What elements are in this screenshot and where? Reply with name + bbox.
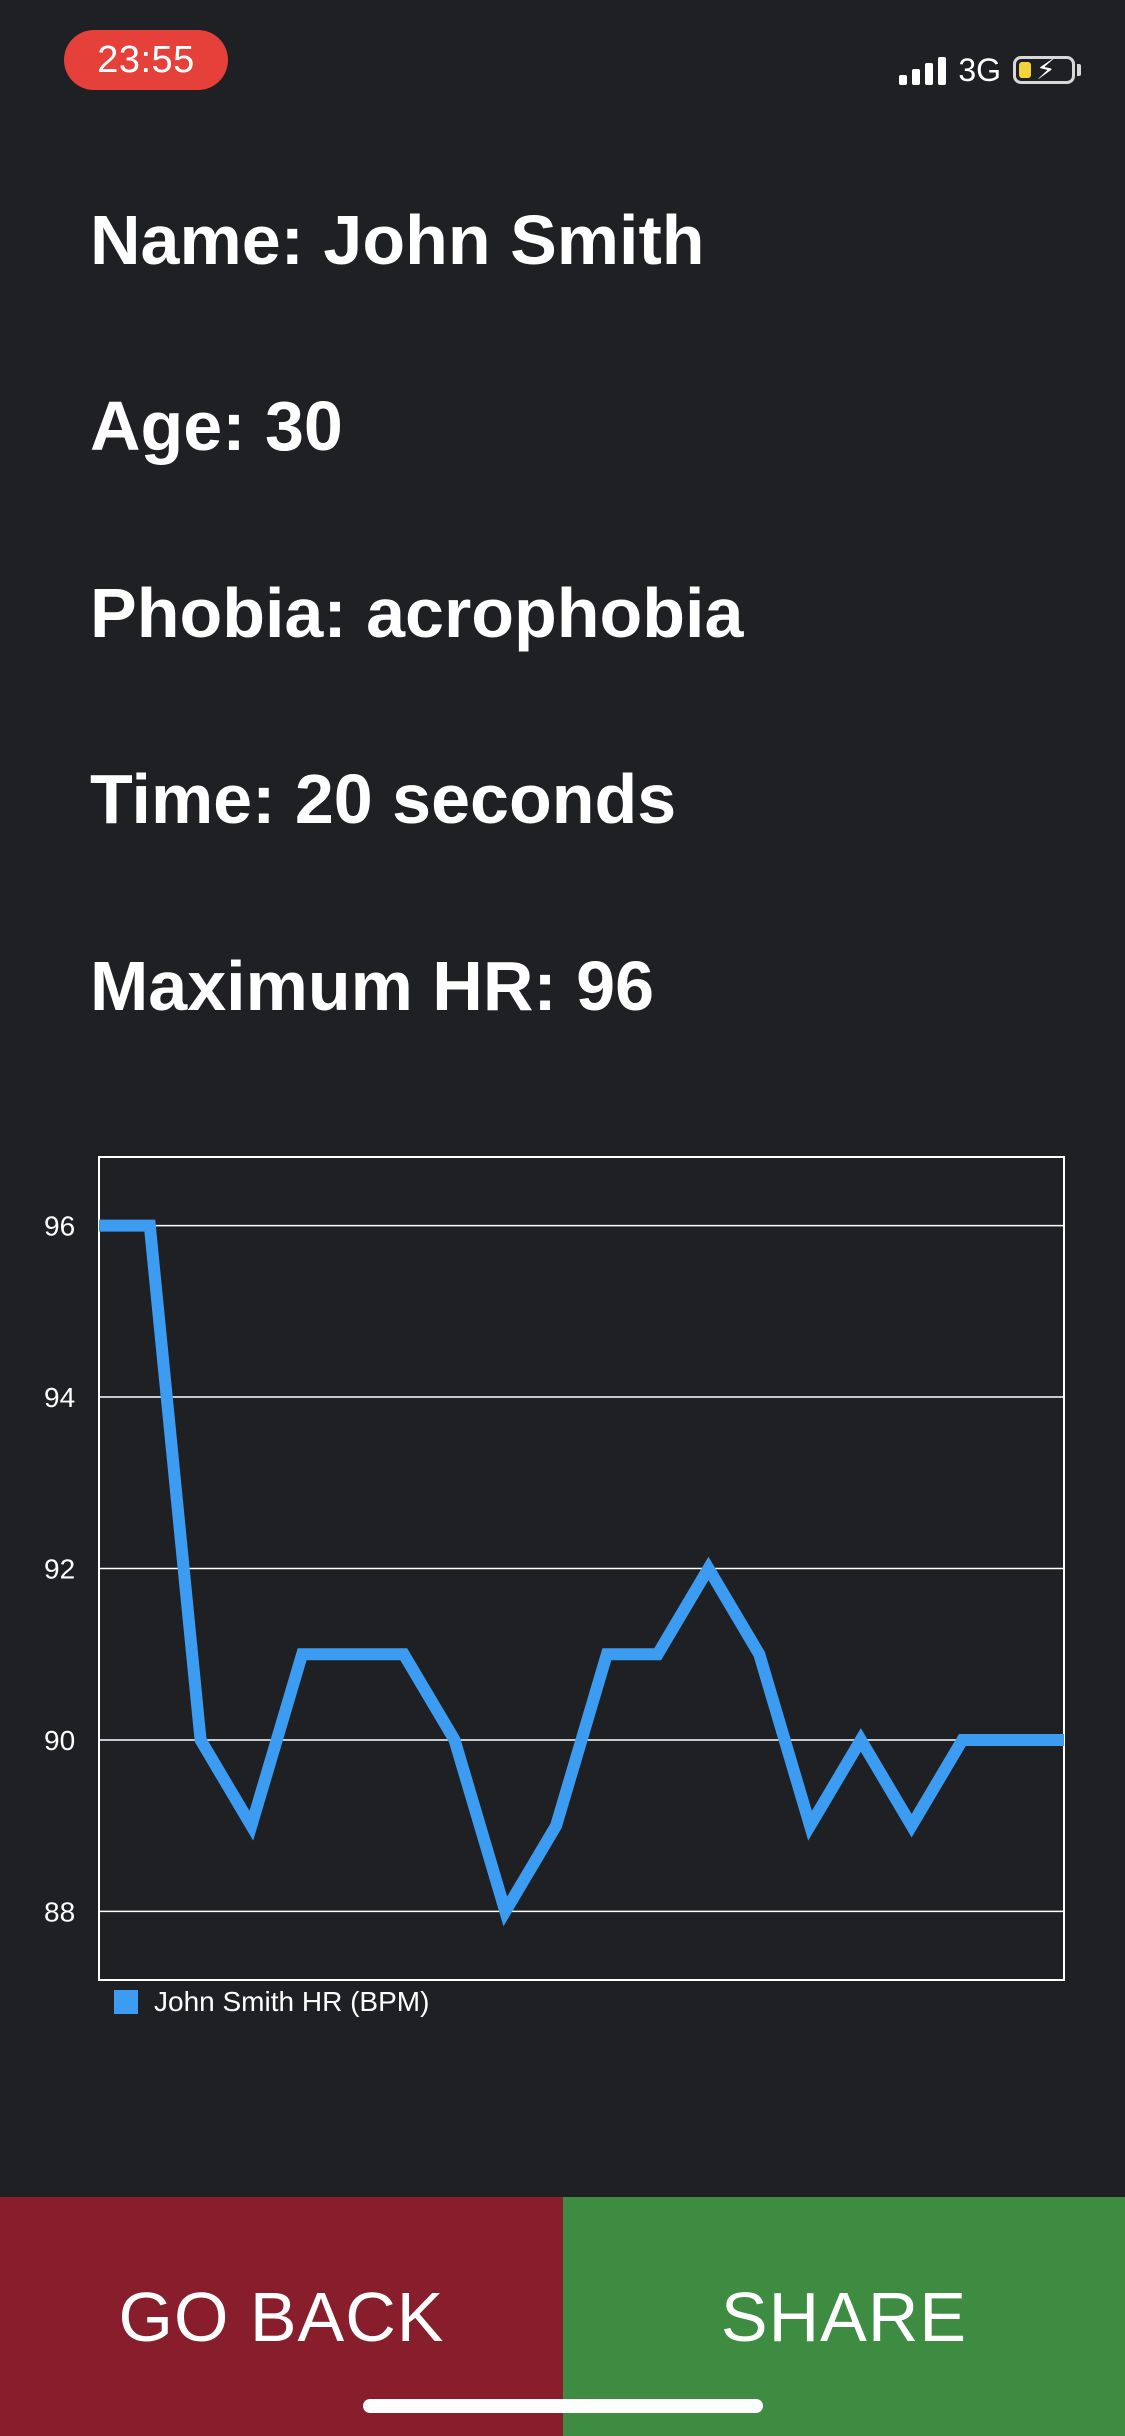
plot-frame	[98, 1156, 1065, 1981]
heart-rate-chart: 88 90 92 94 96 John Smith HR (BPM)	[44, 1156, 1065, 2017]
charging-bolt-icon: ⚡	[1036, 54, 1056, 85]
y-axis-ticks: 88 90 92 94 96	[44, 1211, 75, 1928]
y-tick-label: 94	[44, 1382, 75, 1413]
chart-grid	[99, 1224, 1064, 1913]
y-tick-label: 90	[44, 1725, 75, 1756]
patient-name: Name: John Smith	[90, 201, 705, 279]
battery-nub	[1077, 64, 1081, 76]
chart-legend: John Smith HR (BPM)	[114, 1986, 429, 2017]
go-back-button[interactable]: GO BACK	[0, 2197, 563, 2436]
y-tick-label: 96	[44, 1211, 75, 1242]
maximum-hr: Maximum HR: 96	[90, 947, 655, 1025]
battery-icon: ⚡	[1013, 54, 1075, 85]
session-time: Time: 20 seconds	[90, 760, 677, 838]
legend-swatch	[114, 1990, 138, 2014]
battery-fill	[1019, 62, 1031, 78]
status-time[interactable]: 23:55	[64, 30, 228, 90]
legend-label: John Smith HR (BPM)	[154, 1986, 429, 2017]
y-tick-label: 92	[44, 1554, 75, 1585]
network-type: 3G	[958, 51, 1001, 88]
share-button[interactable]: SHARE	[563, 2197, 1125, 2436]
signal-icon	[899, 55, 947, 85]
patient-age: Age: 30	[90, 387, 343, 465]
patient-phobia: Phobia: acrophobia	[90, 574, 744, 652]
y-tick-label: 88	[44, 1896, 75, 1927]
series-line-hr	[99, 1219, 1064, 1927]
home-indicator[interactable]	[363, 2399, 763, 2413]
status-indicators: 3G ⚡	[899, 48, 1081, 92]
